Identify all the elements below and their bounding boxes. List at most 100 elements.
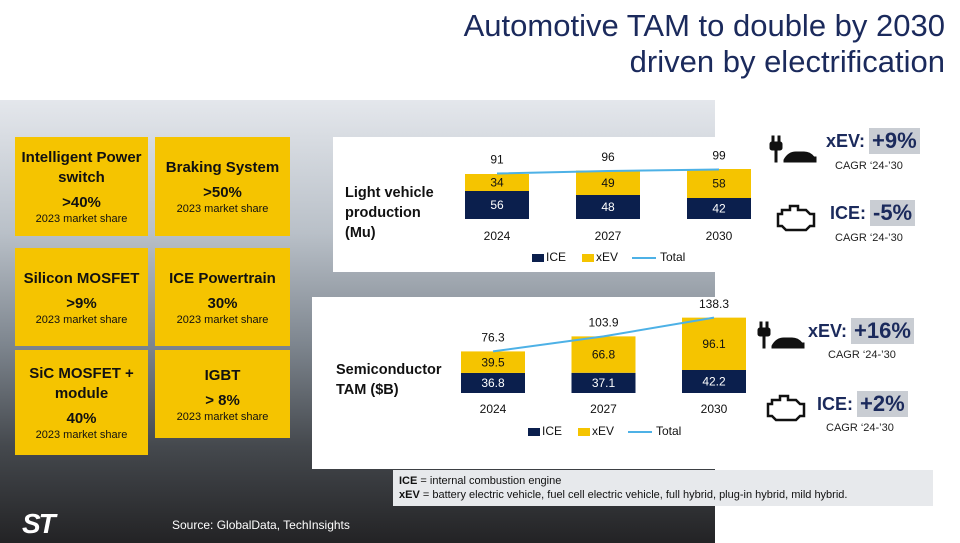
segment-name: SiC MOSFET + module <box>29 365 134 402</box>
total-label: 103.9 <box>588 316 618 330</box>
data-label: 39.5 <box>481 355 505 369</box>
cagr-value: +2% <box>857 391 908 417</box>
cagr-segment: ICE: <box>817 393 853 414</box>
segment-name: Silicon MOSFET <box>23 269 140 287</box>
total-label: 99 <box>712 149 726 163</box>
legend-label: Total <box>660 250 685 264</box>
bar-segment <box>461 372 525 393</box>
chart-title: Semiconductor TAM ($B) <box>336 362 442 398</box>
legend-label: ICE <box>542 424 562 438</box>
data-label: 58 <box>712 177 726 191</box>
source: Source: GlobalData, TechInsights <box>172 518 350 532</box>
segment-box: SiC MOSFET + module 40% 2023 market share <box>15 350 148 455</box>
x-tick-label: 2024 <box>480 402 507 416</box>
segment-note: 2023 market share <box>176 313 269 326</box>
total-label: 138.3 <box>699 297 729 311</box>
bar-segment <box>576 170 640 195</box>
x-tick-label: 2027 <box>595 229 622 243</box>
slide-title: Automotive TAM to double by 2030 driven … <box>464 8 945 80</box>
x-tick-label: 2024 <box>484 229 511 243</box>
x-tick-label: 2030 <box>701 402 728 416</box>
footnote-definition: = internal combustion engine <box>417 475 562 487</box>
segment-note: 2023 market share <box>35 313 128 326</box>
segment-name: Intelligent Power switch <box>21 149 142 186</box>
cagr-line: ICE: -5% <box>830 200 916 226</box>
data-label: 37.1 <box>592 376 616 390</box>
segment-note: 2023 market share <box>176 410 269 423</box>
bar-segment <box>687 198 751 219</box>
footnote-term: ICE <box>399 475 418 487</box>
bar-segment <box>465 174 529 191</box>
segment-box: ICE Powertrain 30% 2023 market share <box>155 248 290 346</box>
engine-icon <box>776 204 816 232</box>
cagr-line: ICE: +2% <box>817 391 908 417</box>
segment-box: IGBT > 8% 2023 market share <box>155 350 290 438</box>
cagr-period: CAGR ‘24-’30 <box>828 349 896 361</box>
x-tick-label: 2027 <box>590 402 617 416</box>
segment-share: 30% <box>207 294 238 312</box>
total-line <box>496 168 720 175</box>
logo: ST <box>22 508 56 539</box>
segment-share: 40% <box>66 410 97 427</box>
ev-icon <box>757 321 805 349</box>
legend-swatch <box>528 428 540 436</box>
legend-swatch <box>582 254 594 262</box>
footnote-box: ICE = internal combustion engine xEV = b… <box>393 470 933 506</box>
total-label: 76.3 <box>481 331 505 345</box>
data-label: 48 <box>601 200 615 214</box>
bar-segment <box>571 336 636 373</box>
cagr-segment: xEV: <box>808 320 848 341</box>
data-label: 49 <box>601 176 615 190</box>
legend-label: xEV <box>592 424 614 438</box>
title-line: driven by electrification <box>629 44 945 79</box>
engine-icon <box>766 394 806 422</box>
ev-icon <box>769 135 817 163</box>
cagr-period: CAGR ‘24-’30 <box>835 232 903 244</box>
bar-segment <box>682 317 746 371</box>
legend-label: ICE <box>546 250 566 264</box>
segment-name: ICE Powertrain <box>169 269 276 287</box>
segment-note: 2023 market share <box>176 203 269 215</box>
cagr-segment: xEV: <box>826 130 866 151</box>
segment-box: Braking System >50% 2023 market share <box>155 137 290 236</box>
bar-segment <box>687 169 751 198</box>
bar-segment <box>571 372 636 393</box>
cagr-segment: ICE: <box>830 202 866 223</box>
data-label: 34 <box>490 176 504 190</box>
footnote: xEV = battery electric vehicle, fuel cel… <box>399 488 927 502</box>
bar-segment <box>576 195 640 219</box>
cagr-period: CAGR ‘24-’30 <box>826 422 894 434</box>
total-line <box>492 316 715 353</box>
segment-box: Intelligent Power switch >40% 2023 market … <box>15 137 148 236</box>
data-label: 66.8 <box>592 348 616 362</box>
legend-label: Total <box>656 424 681 438</box>
segment-note: 2023 market share <box>35 429 128 441</box>
cagr-value: -5% <box>870 200 916 226</box>
data-label: 56 <box>490 198 504 212</box>
total-label: 91 <box>490 153 504 167</box>
footnote-term: xEV <box>399 489 420 501</box>
segment-box: Silicon MOSFET >9% 2023 market share <box>15 248 148 346</box>
segment-name: IGBT <box>204 366 241 384</box>
data-label: 42.2 <box>702 375 726 389</box>
chart-title: Light vehicle production (Mu) <box>345 185 434 241</box>
bar-segment <box>682 370 746 393</box>
bar-segment <box>461 351 525 373</box>
title-line: Automotive TAM to double by 2030 <box>463 8 945 43</box>
legend-label: xEV <box>596 250 618 264</box>
segment-name: Braking System <box>165 159 280 176</box>
data-label: 96.1 <box>702 337 726 351</box>
segment-share: >50% <box>203 184 242 201</box>
data-label: 36.8 <box>481 376 505 390</box>
segment-share: > 8% <box>205 391 240 409</box>
footnote-definition: = battery electric vehicle, fuel cell el… <box>419 489 848 501</box>
segment-note: 2023 market share <box>35 213 128 225</box>
cagr-value: +9% <box>869 128 920 154</box>
legend-swatch <box>532 254 544 262</box>
cagr-value: +16% <box>851 318 914 344</box>
cagr-line: xEV: +16% <box>808 318 914 344</box>
segment-share: >9% <box>66 294 97 312</box>
x-tick-label: 2030 <box>706 229 733 243</box>
